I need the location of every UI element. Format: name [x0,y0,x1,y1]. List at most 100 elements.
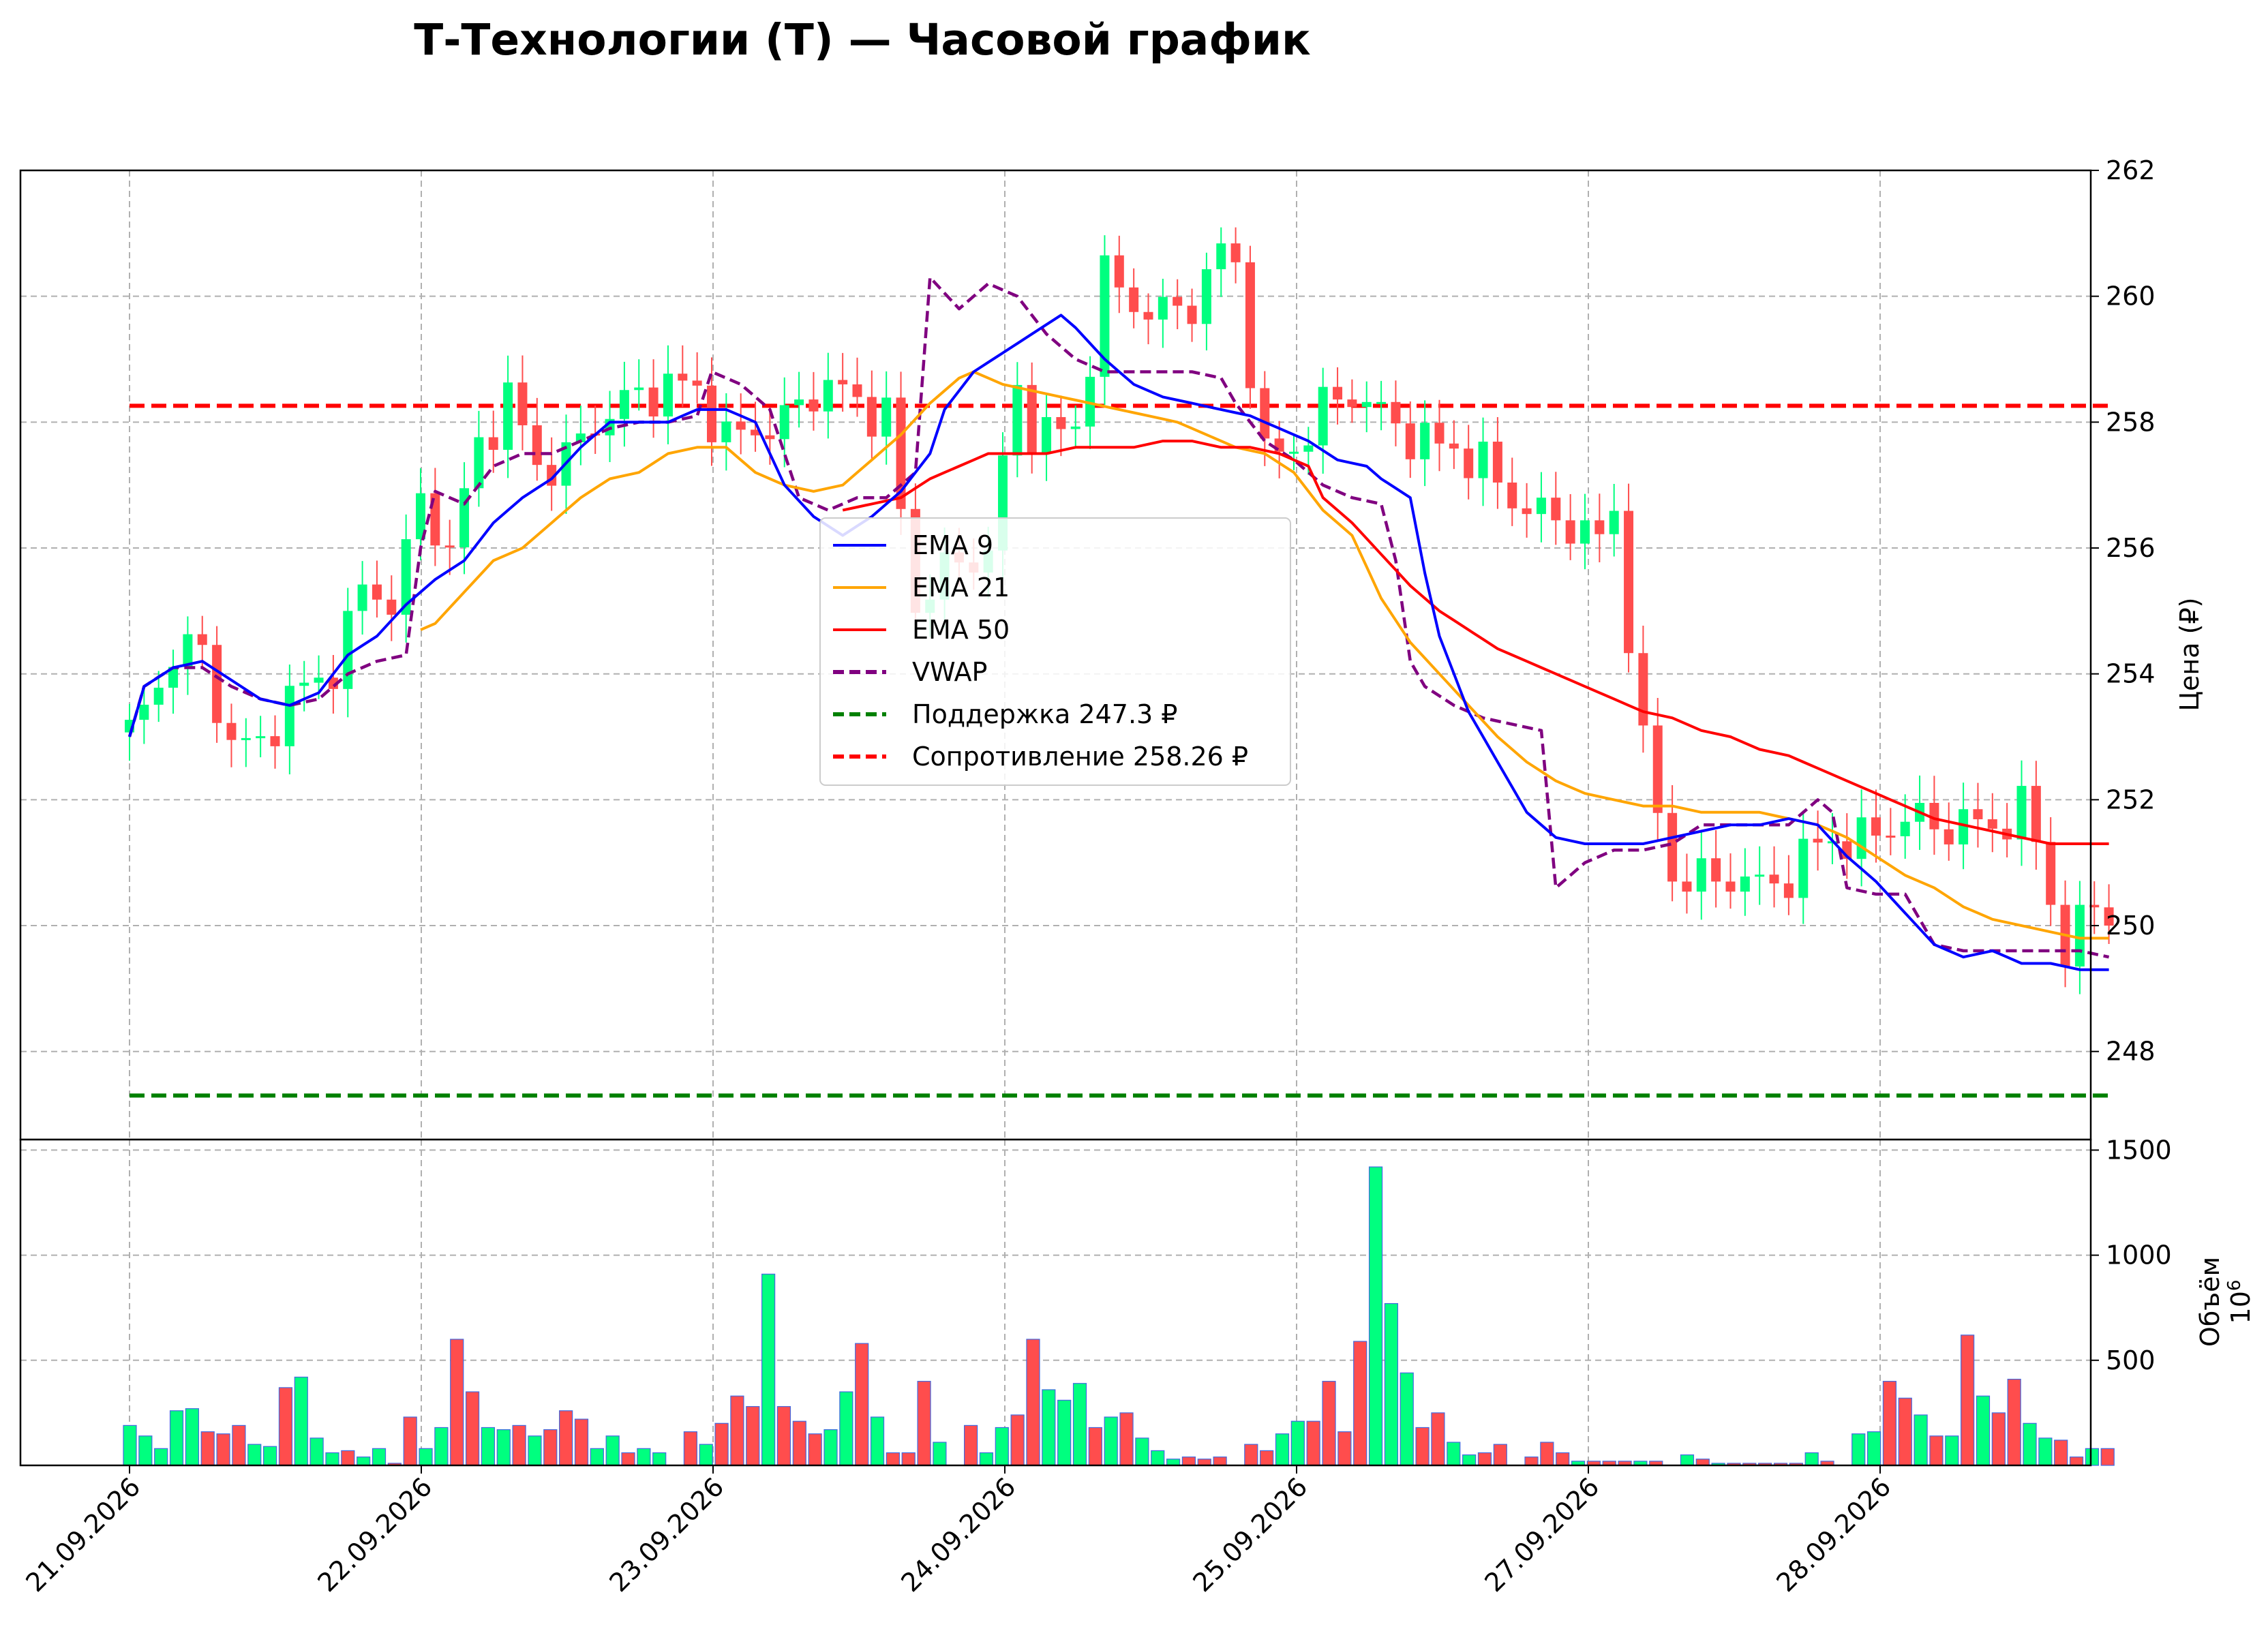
volume-bar [730,1395,744,1466]
candle-up [1420,423,1430,459]
volume-bar [917,1381,931,1466]
candle-down [444,545,455,548]
price-tick-label: 252 [2106,784,2156,814]
candle-down [1638,653,1648,726]
volume-bar [2054,1439,2068,1466]
candle-down [1333,386,1343,400]
candle-up [1856,817,1866,859]
candle-down [1114,255,1124,288]
ema50-line [842,440,2109,845]
candle-down [270,736,280,746]
candle-down [1987,819,1997,829]
volume-bar [1415,1427,1430,1466]
candle-down [648,387,659,417]
candle-up [401,539,411,615]
price-tick-label: 254 [2106,659,2156,689]
candle-down [1929,802,1939,829]
candle-down [2089,904,2100,908]
price-levels [130,403,2109,1098]
legend-box [819,517,1291,786]
volume-bar [1991,1412,2006,1466]
volume-bar [1493,1444,1507,1466]
candle-down [488,437,498,450]
volume-bar [901,1452,916,1466]
volume-bar [1322,1381,1336,1466]
volume-bar [1695,1459,1710,1466]
candle-down [1391,401,1401,424]
volume-bar [1213,1457,1227,1466]
candle-up [779,405,789,440]
candle-down [1027,384,1037,454]
volume-bar [512,1424,526,1466]
volume-bar [232,1424,246,1466]
candle-up [299,682,309,686]
volume-bar [309,1437,324,1466]
volume-bar [450,1339,464,1466]
candle-up [1755,874,1765,877]
price-tick-label: 260 [2106,281,2156,311]
candle-down [1565,520,1575,544]
volume-bar [434,1427,449,1466]
volume-bar [1929,1435,1944,1466]
volume-bar [528,1435,542,1466]
candle-down [1682,881,1692,892]
candle-up [1478,441,1488,478]
volume-bar [169,1410,184,1466]
volume-bar [294,1376,308,1466]
volume-bar [419,1448,433,1466]
candle-down [678,374,688,381]
candle-up [183,634,193,667]
candle-down [1434,423,1445,444]
volume-bar [1945,1435,1959,1466]
volume-bar [1306,1420,1320,1466]
candle-down [1187,305,1197,324]
volume-bar [2007,1378,2021,1466]
volume-bar [2069,1457,2084,1466]
candle-up [823,380,833,412]
candle-down [532,425,542,466]
candle-up [1580,520,1590,544]
volume-bar [372,1448,387,1466]
legend-label-ema21: EMA 21 [912,573,1010,603]
candle-down [1056,416,1066,429]
candle-down [751,429,761,436]
candle-down [1449,443,1459,449]
candle-down [1173,296,1183,306]
candle-down [1260,388,1270,439]
volume-bar [263,1446,277,1466]
candle-up [1740,877,1750,892]
candle-down [1129,287,1139,312]
candle-up [1361,401,1372,408]
volume-bar [1026,1339,1040,1466]
volume-bar [154,1448,168,1466]
volume-bar [621,1452,635,1466]
candle-down [808,399,819,412]
candle-up [139,704,149,720]
candle-up [2016,786,2027,840]
candle-up [1100,255,1110,377]
legend-label-ema9: EMA 9 [912,530,993,560]
candle-up [1289,451,1299,454]
candle-down [1725,881,1736,892]
volume-bar [590,1448,604,1466]
candle-down [212,645,222,723]
volume-panel-frame [19,1138,2092,1467]
candle-down [1492,441,1502,483]
legend-label-support: Поддержка 247.3 ₽ [912,699,1177,729]
volume-bar [1851,1433,1866,1466]
candle-up [416,493,425,540]
candle-down [1143,311,1153,320]
candle-down [1405,423,1415,459]
volume-bar [403,1416,417,1466]
volume-bar [699,1444,713,1466]
candle-up [168,667,179,688]
candle-up [357,584,367,611]
volume-bar [1882,1381,1897,1466]
price-axis-label: Цена (₽) [2175,598,2205,712]
price-tick-label: 250 [2106,911,2156,941]
candle-down [1464,448,1474,478]
volume-bar [792,1420,806,1466]
volume-bar [714,1422,729,1466]
volume-bar [2100,1448,2115,1466]
